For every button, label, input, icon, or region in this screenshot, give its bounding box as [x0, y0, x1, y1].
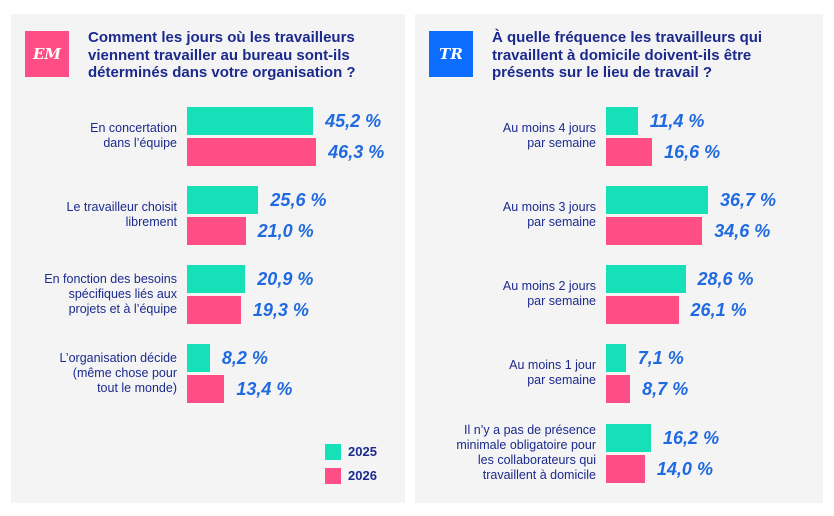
badge-text: EM [32, 45, 62, 63]
category-label: Au moins 1 jour par semaine [509, 358, 596, 388]
category-label: Il n’y a pas de présence minimale obligat… [456, 423, 596, 483]
bar-2026 [606, 455, 645, 483]
legend-label-2025: 2025 [348, 444, 377, 459]
bar-2025 [606, 344, 626, 372]
chart-panel-left: EM Comment les jours où les travailleurs… [11, 14, 405, 503]
category-label: Au moins 2 jours par semaine [503, 279, 596, 309]
legend-label-2026: 2026 [348, 468, 377, 483]
value-label-2025: 28,6 % [697, 269, 754, 289]
badge-tr: TR [429, 31, 473, 77]
title-line: À quelle fréquence les travailleurs qui [492, 29, 763, 46]
category-label-line: En fonction des besoins [44, 271, 177, 286]
category-label-line: projets et à l’équipe [68, 301, 177, 316]
value-label-2026: 19,3 % [252, 300, 309, 320]
bar-2026 [187, 375, 225, 403]
bar-2026 [187, 217, 246, 245]
category-label-line: les collaborateurs qui [477, 453, 596, 467]
category-label-line: Au moins 3 jours [502, 200, 596, 214]
bar-2025 [606, 265, 686, 293]
category-label-line: (même chose pour [72, 365, 177, 380]
category-label-line: Au moins 2 jours [502, 279, 596, 293]
bar-2025 [187, 186, 259, 214]
category-label: Au moins 3 jours par semaine [503, 200, 596, 230]
value-label-2025: 8,2 % [221, 348, 268, 368]
category-label-line: Au moins 4 jours [502, 121, 596, 135]
category-label-line: dans l’équipe [103, 136, 177, 150]
title-line: déterminés dans votre organisation ? [88, 64, 356, 81]
bar-2025 [606, 424, 652, 452]
bar-2026 [187, 296, 241, 324]
bar-2026 [606, 217, 703, 245]
bar-2025 [606, 107, 638, 135]
bar-2026 [606, 138, 653, 166]
category-label: L’organisation décide (même chose pour tou… [60, 351, 177, 396]
category-label-line: minimale obligatoire pour [456, 438, 596, 452]
value-label-2025: 20,9 % [257, 269, 314, 289]
category-label-line: par semaine [527, 215, 596, 229]
value-label-2026: 21,0 % [257, 221, 314, 241]
category-label-line: En concertation [90, 121, 177, 135]
badge-em: EM [25, 31, 69, 77]
category-label-line: Le travailleur choisit [66, 200, 177, 214]
title-line: travaillent à domicile doivent-ils être [492, 46, 752, 64]
bar-2025 [187, 344, 210, 372]
bar-2026 [606, 296, 679, 324]
category-label: En concertation dans l’équipe [90, 121, 177, 151]
value-label-2026: 16,6 % [664, 142, 721, 162]
category-label: Au moins 4 jours par semaine [503, 121, 596, 151]
value-label-2025: 45,2 % [325, 111, 382, 131]
category-label: En fonction des besoins spécifiques liés … [44, 272, 177, 317]
category-label-line: par semaine [527, 136, 596, 150]
bar-2025 [187, 265, 246, 293]
bar-2025 [187, 107, 314, 135]
category-label-line: par semaine [527, 294, 596, 308]
category-label: Le travailleur choisit librement [67, 200, 177, 230]
value-label-2025: 25,6 % [270, 190, 327, 210]
category-label-line: par semaine [527, 373, 596, 387]
category-label-line: tout le monde) [97, 380, 177, 395]
value-label-2026: 14,0 % [656, 459, 713, 479]
bar-2025 [606, 186, 709, 214]
bar-2026 [187, 138, 317, 166]
value-label-2026: 34,6 % [714, 221, 771, 241]
chart-title-right: À quelle fréquence les travailleurs qui … [492, 29, 762, 82]
bar-2026 [606, 375, 631, 403]
value-label-2025: 11,4 % [649, 111, 705, 131]
title-line: présents sur le lieu de travail ? [492, 64, 713, 81]
category-label-line: Au moins 1 jour [509, 358, 596, 372]
chart-panel-right: TR À quelle fréquence les travailleurs q… [415, 14, 823, 503]
title-line: Comment les jours où les travailleurs [88, 29, 355, 46]
legend-swatch-2025 [325, 444, 341, 460]
value-label-2025: 16,2 % [663, 428, 720, 448]
value-label-2025: 36,7 % [720, 190, 777, 210]
category-label-line: librement [125, 215, 177, 229]
category-label-line: L’organisation décide [59, 350, 177, 365]
category-label-line: Il n’y a pas de présence [463, 423, 596, 437]
value-label-2026: 46,3 % [328, 142, 385, 162]
chart-title-left: Comment les jours où les travailleurs vi… [88, 29, 356, 82]
value-label-2025: 7,1 % [637, 348, 684, 368]
value-label-2026: 26,1 % [690, 300, 747, 320]
value-label-2026: 13,4 % [236, 379, 293, 399]
category-label-line: travaillent à domicile [482, 468, 596, 482]
value-label-2026: 8,7 % [642, 379, 689, 399]
title-line: viennent travailler au bureau sont-ils [88, 46, 350, 64]
category-label-line: spécifiques liés aux [68, 286, 177, 301]
badge-text: TR [439, 45, 463, 63]
legend-swatch-2026 [325, 468, 341, 484]
